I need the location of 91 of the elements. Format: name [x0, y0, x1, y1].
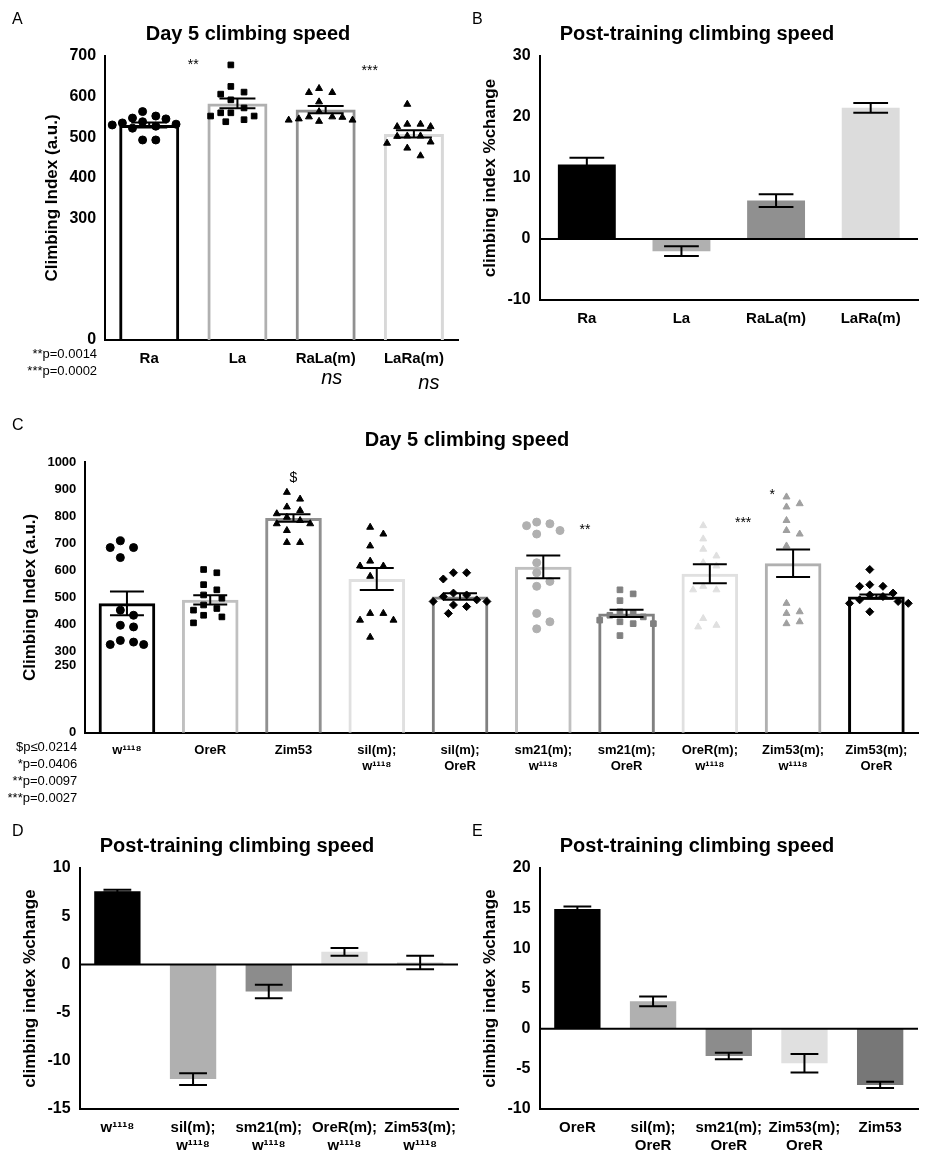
annotation: *** [734, 514, 752, 531]
x-tick-label: sm21(m); w¹¹¹⁸ [514, 742, 573, 773]
x-tick-label: w¹¹¹⁸ [99, 1118, 135, 1136]
chart-title: Post-training climbing speed [559, 833, 835, 856]
y-tick-label: -10 [507, 1099, 531, 1117]
x-tick-label: OreR [194, 742, 227, 758]
x-tick-label: sm21(m); OreR [695, 1118, 763, 1154]
y-tick-label: 400 [69, 168, 97, 186]
y-tick-label: -5 [516, 1059, 531, 1077]
x-tick-label: La [228, 349, 247, 367]
x-tick-label: RaLa(m) [295, 349, 356, 367]
y-tick-label: 800 [54, 507, 77, 523]
annotation: ** [579, 521, 591, 538]
y-tick-label: -10 [507, 290, 531, 308]
y-tick-label: -10 [47, 1051, 71, 1069]
text: E [472, 822, 483, 840]
text: ns [321, 365, 343, 388]
y-tick-label: 0 [521, 1019, 531, 1037]
x-tick-label: La [672, 309, 691, 327]
y-tick-label: 700 [69, 46, 97, 64]
y-tick-label: -15 [47, 1099, 71, 1117]
text: **p=0.0014 [32, 346, 98, 362]
annotation: ** [187, 56, 200, 73]
x-tick-label: sil(m); w¹¹¹⁸ [357, 742, 397, 773]
y-tick-label: 0 [87, 330, 97, 348]
x-tick-label: w¹¹¹⁸ [111, 742, 142, 758]
chart-title: Day 5 climbing speed [364, 427, 570, 450]
y-tick-label: 500 [69, 127, 97, 145]
x-tick-label: OreR [559, 1118, 596, 1136]
y-tick-label: 5 [61, 906, 71, 924]
chart-title: Post-training climbing speed [99, 833, 375, 856]
y-tick-label: 0 [69, 724, 77, 740]
x-tick-label: Zim53(m); w¹¹¹⁸ [384, 1118, 456, 1154]
x-tick-label: LaRa(m) [383, 349, 444, 367]
y-tick-label: 300 [54, 643, 77, 659]
y-tick-label: 30 [512, 46, 531, 64]
y-axis-title: Climbing Index (a.u.) [41, 114, 61, 282]
y-tick-label: 700 [54, 534, 77, 550]
y-tick-label: 20 [512, 107, 531, 125]
y-tick-label: 500 [54, 588, 77, 604]
x-tick-label: sm21(m); w¹¹¹⁸ [235, 1118, 303, 1154]
y-tick-label: 0 [61, 954, 71, 972]
text: **p=0.0097 [12, 772, 78, 788]
x-tick-label: sm21(m); OreR [597, 742, 656, 773]
text: C [12, 416, 24, 434]
text: $p≤0.0214 [15, 738, 78, 754]
y-tick-label: 15 [512, 898, 531, 916]
y-tick-label: 5 [521, 978, 531, 996]
x-tick-label: sil(m); OreR [440, 742, 480, 773]
x-tick-label: sil(m); OreR [630, 1118, 676, 1154]
chart-title: Post-training climbing speed [559, 21, 835, 44]
y-tick-label: 250 [54, 656, 77, 672]
x-tick-label: RaLa(m) [746, 309, 807, 327]
annotation: $ [289, 468, 298, 485]
x-tick-label: OreR(m); w¹¹¹⁸ [311, 1118, 377, 1154]
x-tick-label: Zim53(m); OreR [768, 1118, 841, 1154]
x-tick-label: Zim53 [274, 742, 313, 758]
text: B [472, 10, 483, 28]
y-tick-label: 900 [54, 480, 77, 496]
y-tick-label: -5 [56, 1003, 71, 1021]
y-axis-title: Climbing Index (a.u.) [19, 513, 39, 681]
x-tick-label: Ra [577, 309, 598, 327]
y-axis-title: climbing index %change [479, 889, 499, 1088]
text: ***p=0.0002 [27, 363, 98, 379]
y-tick-label: 600 [69, 86, 97, 104]
y-tick-label: 0 [521, 229, 531, 247]
chart-title: Day 5 climbing speed [145, 21, 351, 44]
y-tick-label: 10 [52, 858, 71, 876]
annotation: *** [361, 62, 379, 79]
x-tick-label: sil(m); w¹¹¹⁸ [170, 1118, 216, 1154]
y-tick-label: 20 [512, 858, 531, 876]
x-tick-label: Zim53(m); w¹¹¹⁸ [762, 742, 825, 773]
y-tick-label: 300 [69, 208, 97, 226]
x-tick-label: Zim53(m); OreR [845, 742, 908, 773]
y-tick-label: 600 [54, 561, 77, 577]
x-tick-label: Zim53 [858, 1118, 902, 1136]
x-tick-label: Ra [139, 349, 160, 367]
x-tick-label: LaRa(m) [840, 309, 901, 327]
text: A [12, 10, 23, 28]
text: ns [418, 371, 440, 394]
text: D [12, 822, 24, 840]
y-axis-title: climbing index %change [19, 889, 39, 1088]
y-axis-title: climbing index %change [479, 78, 499, 278]
y-tick-label: 1000 [47, 453, 77, 469]
y-tick-label: 10 [512, 938, 531, 956]
annotation: * [769, 485, 776, 502]
y-tick-label: 10 [512, 168, 531, 186]
text: ***p=0.0027 [7, 789, 78, 805]
x-tick-label: OreR(m); w¹¹¹⁸ [681, 742, 738, 773]
y-tick-label: 400 [54, 616, 77, 632]
text: *p=0.0406 [17, 755, 78, 771]
